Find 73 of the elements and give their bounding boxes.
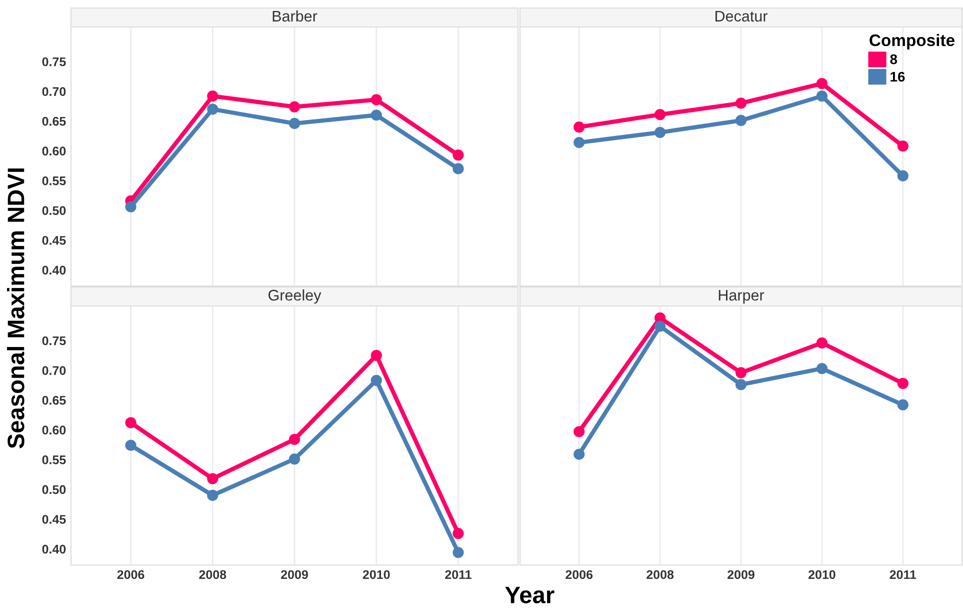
- point: [816, 362, 828, 374]
- point: [452, 149, 464, 161]
- x-tick-label: 2006: [117, 570, 144, 580]
- point: [207, 90, 218, 102]
- x-tick-label: 2006: [566, 570, 593, 580]
- point: [897, 378, 908, 389]
- y-tick-label: 0.65: [42, 116, 66, 126]
- point: [897, 399, 908, 410]
- legend-title: Composite: [870, 34, 954, 50]
- point: [207, 490, 218, 501]
- point: [735, 114, 747, 126]
- y-tick-label: 0.50: [42, 206, 66, 216]
- point: [125, 201, 136, 212]
- legend-label: 16: [890, 72, 905, 82]
- point: [370, 374, 382, 386]
- y-tick-label: 0.70: [42, 87, 66, 96]
- y-tick-label: 0.55: [42, 176, 66, 186]
- chart-title: Harper: [718, 290, 764, 304]
- chart-title: Barber: [272, 10, 318, 22]
- point: [288, 453, 300, 465]
- point: [897, 170, 908, 182]
- point: [816, 337, 828, 348]
- point: [735, 367, 747, 378]
- point: [370, 110, 382, 121]
- y-axis-title: Seasonal Maximum NDVI: [6, 168, 24, 448]
- point: [125, 440, 136, 451]
- y-tick-label: 0.60: [42, 426, 66, 434]
- y-tick-label: 0.75: [42, 57, 66, 66]
- y-tick-label: 0.60: [42, 146, 66, 156]
- point: [452, 528, 464, 539]
- point: [207, 473, 218, 484]
- y-tick-label: 0.40: [42, 266, 66, 275]
- y-tick-label: 0.70: [42, 366, 66, 375]
- x-tick-label: 2008: [199, 570, 226, 580]
- point: [654, 126, 666, 138]
- point: [288, 118, 300, 130]
- point: [452, 546, 464, 558]
- x-tick-label: 2009: [281, 570, 308, 580]
- point: [288, 101, 300, 112]
- x-tick-label: 2010: [808, 570, 836, 580]
- chart-title: Decatur: [716, 10, 768, 22]
- point: [897, 140, 908, 152]
- legend-label: 8: [890, 54, 898, 64]
- point: [370, 94, 382, 106]
- point: [574, 448, 585, 460]
- point: [735, 379, 747, 390]
- point: [654, 320, 666, 332]
- point: [574, 426, 585, 438]
- x-tick-label: 2010: [362, 570, 390, 580]
- y-tick-label: 0.50: [42, 485, 66, 494]
- x-tick-label: 2009: [728, 570, 754, 580]
- y-tick-label: 0.40: [42, 544, 66, 554]
- point: [816, 90, 828, 102]
- point: [288, 434, 300, 445]
- y-tick-label: 0.65: [42, 396, 66, 405]
- y-tick-label: 0.45: [42, 236, 66, 245]
- y-tick-label: 0.55: [42, 455, 66, 464]
- point: [735, 98, 747, 109]
- point: [370, 350, 382, 361]
- x-tick-label: 2011: [890, 570, 916, 580]
- y-tick-label: 0.75: [42, 336, 66, 346]
- point: [816, 78, 828, 90]
- point: [207, 104, 218, 115]
- x-tick-label: 2011: [445, 570, 472, 580]
- point: [125, 417, 136, 428]
- point: [574, 136, 585, 148]
- point: [574, 121, 585, 133]
- point: [452, 163, 464, 174]
- x-tick-label: 2008: [646, 570, 674, 580]
- point: [654, 108, 666, 120]
- x-axis-title: Year: [505, 586, 554, 604]
- chart-title: Greeley: [268, 289, 322, 304]
- y-tick-label: 0.45: [42, 514, 66, 524]
